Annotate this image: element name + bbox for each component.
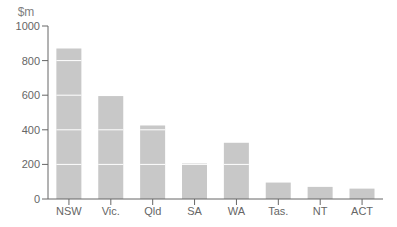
svg-text:WA: WA <box>228 205 246 217</box>
svg-text:$m: $m <box>18 5 35 19</box>
svg-text:800: 800 <box>22 55 40 67</box>
svg-text:SA: SA <box>187 205 202 217</box>
svg-text:200: 200 <box>22 158 40 170</box>
svg-text:1000: 1000 <box>16 20 40 32</box>
svg-text:600: 600 <box>22 89 40 101</box>
svg-text:400: 400 <box>22 124 40 136</box>
svg-text:0: 0 <box>34 193 40 205</box>
svg-text:NT: NT <box>313 205 328 217</box>
svg-text:Qld: Qld <box>144 205 161 217</box>
svg-text:Vic.: Vic. <box>102 205 120 217</box>
svg-text:Tas.: Tas. <box>268 205 288 217</box>
svg-text:NSW: NSW <box>56 205 82 217</box>
svg-text:ACT: ACT <box>351 205 373 217</box>
